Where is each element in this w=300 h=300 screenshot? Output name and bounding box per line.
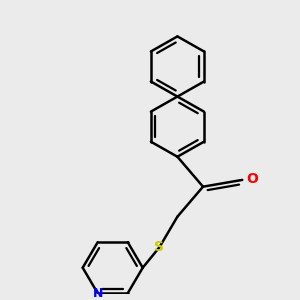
Text: O: O xyxy=(247,172,258,186)
Text: S: S xyxy=(154,240,164,254)
Text: N: N xyxy=(92,287,103,300)
